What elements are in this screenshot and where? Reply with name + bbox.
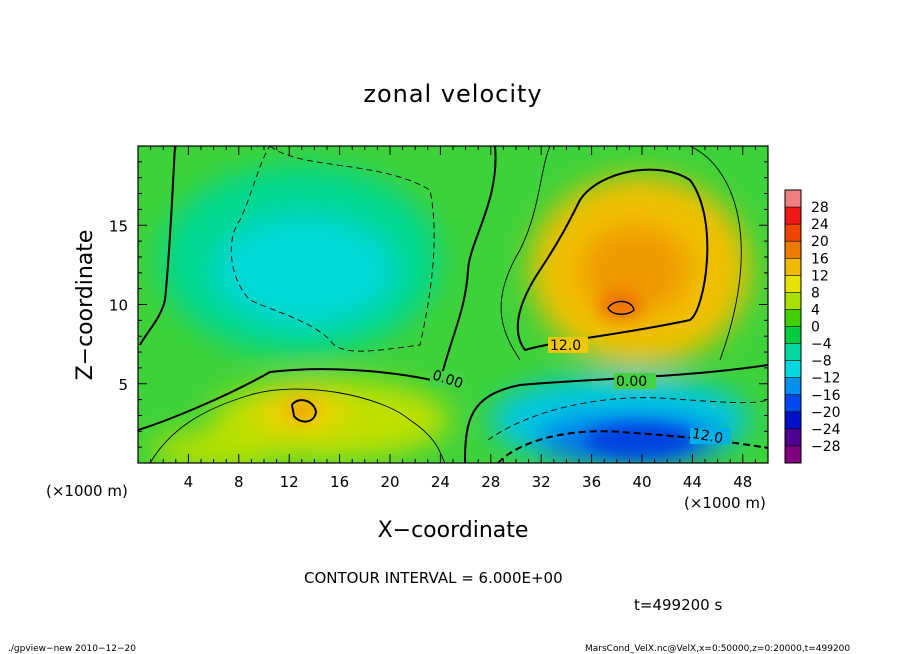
contour-lines: [138, 146, 768, 463]
footer-left: ./gpview−new 2010−12−20: [8, 644, 136, 654]
colorbar-swatch: [785, 258, 801, 276]
x-tick-label: 28: [481, 473, 500, 491]
x-unit-right: (×1000 m): [684, 494, 766, 512]
y-axis-label: Z−coordinate: [73, 230, 98, 381]
colorbar-swatch: [785, 411, 801, 430]
x-tick-label: 20: [380, 473, 399, 491]
y-tick-label: 15: [109, 217, 128, 235]
contour-interval-note: CONTOUR INTERVAL = 6.000E+00: [304, 569, 563, 587]
colorbar-swatch: [785, 394, 801, 413]
colorbar-swatch: [785, 241, 801, 259]
contour-label: 0.00: [616, 374, 647, 390]
colorbar-label: −24: [811, 422, 841, 438]
colorbar-label: −8: [811, 354, 832, 370]
colorbar-label: −28: [811, 439, 841, 455]
colorbar-label: −16: [811, 388, 841, 404]
x-tick-label: 32: [532, 473, 551, 491]
colorbar-label: 4: [811, 302, 820, 318]
colorbar-label: 24: [811, 217, 829, 233]
contour-label: 12.0: [550, 338, 581, 354]
colorbar-swatch: [785, 343, 801, 362]
colorbar-swatch: [785, 360, 801, 379]
x-tick-label: 40: [632, 473, 651, 491]
x-axis-label: X−coordinate: [378, 518, 529, 543]
colorbar-label: 20: [811, 234, 829, 250]
colorbar-label: 28: [811, 200, 829, 216]
x-tick-label: 8: [234, 473, 244, 491]
chart-title: zonal velocity: [363, 80, 542, 108]
y-axis: 5 10 15: [109, 161, 768, 448]
x-axis: 4 8 12 16 20 24 28 32 36 40 44 48: [137, 146, 769, 491]
colorbar-label: 8: [811, 285, 820, 301]
colorbar-label: −12: [811, 371, 841, 387]
colorbar-swatch: [785, 275, 801, 293]
x-unit-left: (×1000 m): [46, 482, 128, 500]
colorbar-swatch: [785, 207, 801, 225]
colorbar-swatch: [785, 309, 801, 327]
contour-label: 12.0: [691, 426, 724, 447]
y-tick-label: 5: [118, 376, 128, 394]
colorbar-label: 16: [811, 251, 829, 267]
x-tick-label: 16: [330, 473, 349, 491]
colorbar-swatch: [785, 190, 801, 208]
x-tick-label: 44: [683, 473, 702, 491]
colorbar-label: −20: [811, 405, 841, 421]
colorbar-label: 0: [811, 320, 820, 336]
colorbar-label: −4: [811, 337, 832, 353]
colorbar-swatch: [785, 326, 801, 345]
colorbar-swatch: [785, 428, 801, 447]
colorbar-label: 12: [811, 268, 829, 284]
colorbar-swatch: [785, 377, 801, 396]
x-tick-label: 36: [582, 473, 601, 491]
field-image: [138, 146, 768, 463]
colorbar-swatch: [785, 445, 801, 464]
x-tick-label: 12: [280, 473, 299, 491]
colorbar-swatch: [785, 292, 801, 310]
time-label: t=499200 s: [634, 596, 722, 614]
footer-right: MarsCond_VelX.nc@VelX,x=0:50000,z=0:2000…: [585, 644, 850, 654]
y-tick-label: 10: [109, 297, 128, 315]
x-tick-label: 48: [733, 473, 752, 491]
x-tick-label: 4: [184, 473, 194, 491]
colorbar-swatch: [785, 224, 801, 242]
x-tick-label: 24: [431, 473, 450, 491]
